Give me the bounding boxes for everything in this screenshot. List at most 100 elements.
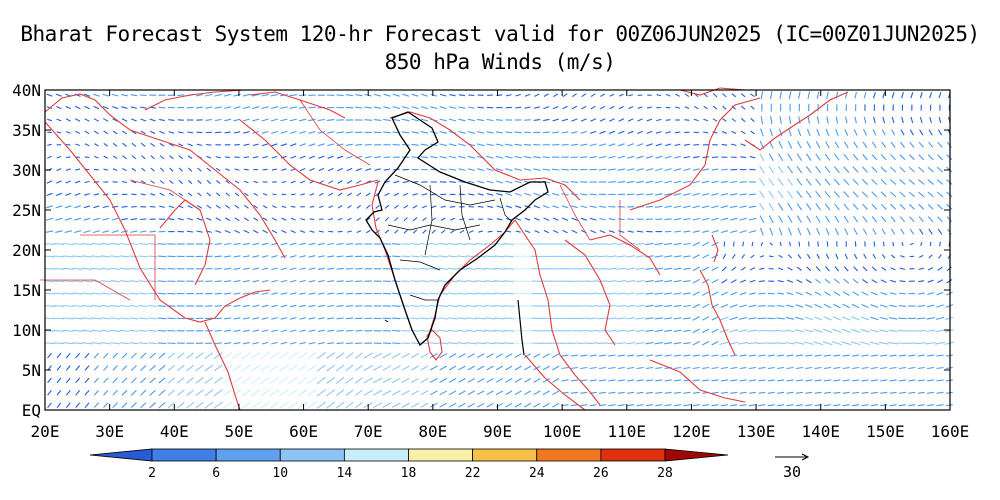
wind-vector: [129, 317, 139, 320]
wind-vector: [822, 328, 833, 333]
wind-vector: [216, 192, 221, 197]
wind-vector: [222, 364, 233, 372]
wind-vector: [252, 304, 260, 308]
wind-vector: [806, 227, 811, 236]
wind-vector: [616, 304, 626, 308]
wind-vector: [487, 218, 493, 221]
wind-vector: [881, 216, 887, 223]
wind-vector: [758, 178, 765, 186]
wind-vector: [411, 402, 420, 408]
wind-vector: [213, 352, 223, 360]
wind-vector: [195, 352, 204, 359]
wind-vector: [711, 404, 719, 407]
wind-vector: [683, 230, 691, 233]
wind-vector: [814, 379, 822, 382]
wind-vector: [456, 304, 467, 308]
wind-vector: [542, 378, 550, 383]
wind-vector: [891, 129, 896, 136]
wind-vector: [655, 218, 663, 221]
wind-vector: [335, 377, 345, 384]
wind-vector: [515, 217, 521, 221]
wind-vector: [665, 119, 671, 121]
wind-vector: [524, 378, 532, 383]
wind-vector: [851, 316, 860, 321]
wind-vector: [599, 229, 606, 234]
wind-vector: [750, 105, 755, 110]
wind-vector: [84, 193, 90, 196]
wind-vector: [937, 266, 943, 271]
wind-vector: [898, 404, 907, 407]
wind-vector: [711, 354, 719, 357]
wind-vector: [561, 404, 569, 407]
wind-vector: [769, 91, 773, 100]
wind-vector: [158, 389, 166, 396]
wind-vector: [692, 266, 700, 272]
wind-vector: [372, 352, 383, 359]
wind-vector: [411, 353, 420, 359]
wind-vector: [167, 402, 176, 409]
wind-vector: [157, 317, 167, 320]
wind-vector: [655, 155, 663, 159]
wind-vector: [299, 143, 306, 147]
wind-vector: [664, 404, 672, 407]
wind-vector: [889, 391, 897, 394]
wind-vector: [439, 377, 448, 383]
wind-vector: [890, 203, 897, 210]
wind-vector: [607, 317, 617, 320]
wind-vector: [674, 143, 681, 147]
wind-vector: [927, 391, 935, 394]
wind-vector: [308, 242, 316, 246]
wind-vector: [401, 390, 410, 396]
wind-vector: [233, 267, 241, 270]
wind-vector: [702, 340, 710, 346]
wind-vector: [215, 204, 221, 209]
wind-vector: [814, 354, 822, 357]
wind-vector: [654, 255, 663, 258]
wind-vector: [299, 279, 306, 283]
wind-vector: [233, 106, 241, 110]
wind-vector: [447, 292, 458, 295]
wind-vector: [514, 378, 522, 383]
wind-vector: [222, 389, 233, 397]
wind-vector: [271, 279, 278, 283]
wind-vector: [787, 178, 793, 186]
wind-vector: [562, 93, 568, 98]
wind-vector: [843, 166, 850, 173]
wind-vector: [308, 329, 316, 333]
wind-vector: [871, 179, 878, 185]
colorbar-label: 6: [212, 466, 220, 481]
wind-vector: [664, 391, 672, 394]
wind-vector: [833, 303, 841, 309]
wind-vector: [843, 215, 849, 223]
wind-vector: [879, 329, 889, 333]
wind-vector: [636, 391, 644, 394]
wind-vector: [401, 280, 411, 283]
wind-vector: [711, 156, 719, 159]
wind-vector: [56, 365, 62, 371]
wind-vector: [84, 390, 90, 396]
wind-vector: [918, 191, 925, 198]
wind-vector: [224, 267, 232, 270]
wind-vector: [645, 404, 653, 407]
wind-vector: [300, 193, 305, 196]
wind-vector: [299, 255, 306, 258]
wind-vector: [542, 353, 550, 358]
wind-vector: [515, 205, 522, 209]
wind-vector: [739, 391, 747, 394]
wind-vector: [608, 155, 616, 159]
wind-vector: [928, 228, 933, 235]
wind-vector: [422, 217, 427, 222]
wind-vector: [936, 366, 944, 370]
wind-vector: [664, 155, 672, 159]
wind-vector: [233, 93, 241, 97]
wind-vector: [852, 366, 860, 370]
wind-vector: [419, 342, 430, 345]
wind-vector: [822, 341, 833, 346]
wind-vector: [392, 93, 400, 97]
wind-vector: [477, 402, 485, 408]
wind-vector: [363, 389, 374, 396]
wind-vector: [44, 255, 55, 258]
wind-vector: [75, 365, 81, 371]
wind-vector: [269, 352, 280, 360]
wind-vector: [683, 329, 691, 332]
